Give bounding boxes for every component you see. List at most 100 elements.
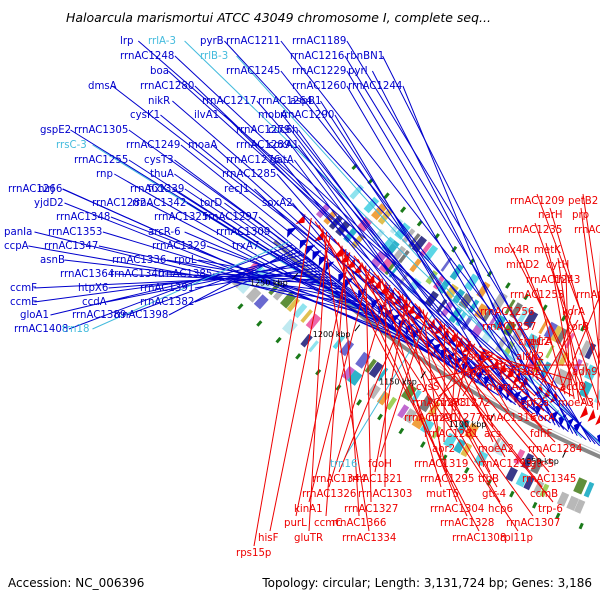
gene-label: korB — [566, 322, 589, 333]
leader-line — [439, 321, 494, 443]
feature-block — [282, 318, 298, 335]
feature-block — [539, 483, 550, 498]
orf-marker — [532, 501, 538, 509]
reverse-gene-arrow — [579, 405, 588, 419]
feature-block — [448, 307, 463, 324]
feature-block — [523, 310, 539, 329]
gene-label: rrnAC1279 — [236, 125, 290, 136]
leader-line — [334, 114, 504, 398]
gene-label: mutT5 — [426, 489, 459, 500]
leader-line — [534, 222, 600, 408]
leader-line — [357, 258, 501, 503]
gene-label: cytH — [546, 260, 569, 271]
gene-label: rrnAC1244 — [348, 81, 402, 92]
feature-bands — [231, 163, 600, 530]
feature-block — [308, 340, 319, 353]
orf-marker — [486, 479, 492, 486]
gene-label: narH — [538, 210, 563, 221]
gene-label: rrnAC1308 — [452, 533, 506, 544]
leader-line — [523, 349, 532, 373]
leader-line — [106, 260, 312, 303]
gene-label: rnp — [96, 169, 113, 180]
gene-label: cysK1 — [130, 110, 160, 121]
leader-line — [393, 287, 550, 473]
gene-label: rrnAC1339 — [130, 184, 184, 195]
feature-block — [517, 306, 530, 324]
feature-block — [545, 344, 555, 359]
leader-line — [308, 231, 327, 532]
gene-label: rrnAC1297 — [204, 212, 258, 223]
orf-marker — [509, 490, 515, 498]
orf-marker — [383, 192, 390, 199]
gene-label: rrnAC1216 — [290, 51, 344, 62]
gene-label: acs — [484, 429, 501, 440]
leader-line — [374, 297, 407, 473]
gene-label: hisF — [258, 533, 279, 544]
leader-line — [194, 257, 308, 303]
leader-line — [254, 188, 416, 344]
feature-block — [427, 400, 441, 417]
feature-block — [562, 372, 575, 389]
gene-label: rrnAC1284 — [528, 444, 582, 455]
gene-label: dmsA — [88, 81, 117, 92]
gene-label: guaB2 — [508, 367, 541, 378]
map-title: Haloarcula marismortui ATCC 43049 chromo… — [66, 10, 491, 25]
forward-gene-arrow — [550, 410, 560, 423]
leader-line — [414, 303, 546, 458]
feature-block — [355, 351, 371, 369]
feature-block — [368, 361, 384, 378]
leader-line — [353, 255, 554, 503]
leader-line — [308, 268, 371, 503]
topology-text: Topology: circular; Length: 3,131,724 bp… — [261, 576, 592, 590]
feature-block — [388, 264, 400, 278]
gene-label: rrnAC1254 — [576, 290, 600, 301]
feature-block — [398, 249, 410, 264]
orf-marker — [377, 413, 383, 421]
feature-block — [371, 203, 388, 221]
leader-line — [172, 100, 534, 415]
gene-label: rrnAC1289 — [236, 140, 290, 151]
leader-line — [92, 240, 290, 330]
feature-block — [460, 442, 473, 458]
gene-label: rrsC-3 — [56, 140, 87, 151]
gene-label: moaA — [188, 140, 217, 151]
orf-marker — [542, 304, 548, 312]
leader-line — [443, 324, 445, 443]
tick-mark — [292, 272, 299, 280]
ticks: 1050 kbp 1100 kbp 1150 kbp 1200 kbp 1250 kbp — [250, 272, 567, 466]
tick-mark — [420, 371, 426, 379]
gene-label: rrnAC1288 — [412, 398, 466, 409]
gene-label: rrnAC1243 — [526, 275, 580, 286]
gene-label: rrnAC1309 — [216, 227, 270, 238]
feature-block — [300, 333, 313, 348]
leader-line — [346, 70, 560, 428]
gene-label: rrnAC1245 — [226, 66, 280, 77]
feature-block — [495, 336, 508, 352]
tick-label: 1150 kbp — [379, 378, 417, 387]
gene-label: mox4R — [494, 245, 529, 256]
reverse-gene-arrow — [346, 258, 355, 269]
gene-label: rrnAC1391 — [140, 283, 194, 294]
gene-label: trp-6 — [538, 504, 563, 515]
gene-label: moeA3 — [558, 398, 594, 409]
leader-line — [337, 242, 468, 517]
leader-line — [236, 55, 583, 439]
feature-block — [556, 491, 570, 507]
feature-block — [505, 466, 518, 482]
gene-label: minD2 — [506, 260, 540, 271]
leader-line — [290, 144, 470, 379]
feature-block — [523, 475, 535, 491]
feature-block — [584, 364, 598, 381]
feature-block — [464, 273, 480, 292]
feature-block — [385, 396, 397, 411]
feature-block — [440, 257, 453, 272]
gene-label: rrnAC1255 — [74, 155, 128, 166]
gene-label: arcR-6 — [148, 227, 181, 238]
feature-block — [579, 340, 592, 357]
leader-line — [174, 159, 457, 371]
gene-label: rrnAC1235 — [508, 225, 562, 236]
gene-label: purL — [284, 518, 307, 529]
gene-label: metK — [534, 245, 561, 256]
gene-label: gspE2 — [40, 125, 71, 136]
leader-line — [373, 271, 543, 488]
